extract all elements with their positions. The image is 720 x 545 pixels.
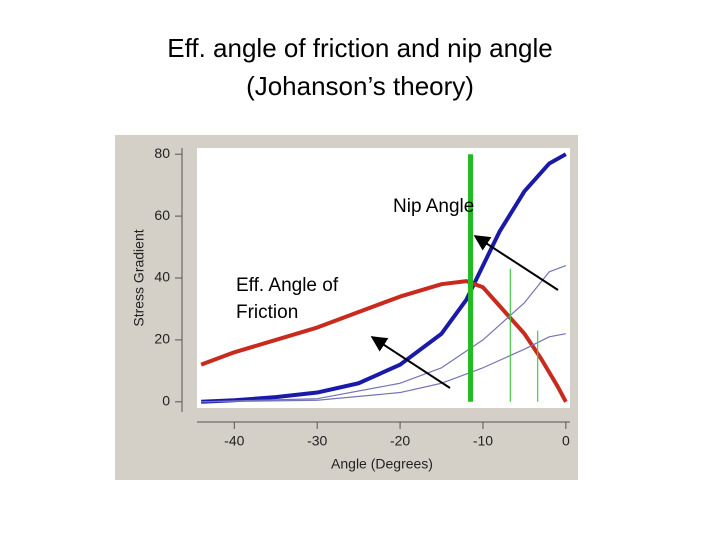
series-line — [201, 333, 566, 403]
annotation: Nip Angle — [393, 196, 474, 217]
title-line: (Johanson’s theory) — [246, 71, 474, 101]
y-tick-label: 60 — [154, 207, 170, 223]
x-axis-label: Angle (Degrees) — [331, 456, 433, 472]
y-tick-label: 40 — [154, 269, 170, 285]
series-line — [201, 265, 567, 403]
annotation: Friction — [236, 302, 298, 323]
plot-area — [197, 148, 570, 408]
series-line — [201, 152, 567, 404]
x-tick-label: 0 — [562, 433, 570, 449]
x-tick-label: -10 — [473, 433, 493, 449]
x-tick-label: -30 — [307, 433, 327, 449]
annotation: Eff. Angle of — [236, 275, 339, 296]
x-tick-label: -20 — [390, 433, 410, 449]
arrow — [370, 336, 451, 389]
y-tick-label: 0 — [162, 393, 170, 409]
title-line: Eff. angle of friction and nip angle — [167, 33, 552, 63]
x-tick-label: -40 — [224, 433, 244, 449]
y-tick-label: 20 — [154, 331, 170, 347]
y-axis-label: Stress Gradient — [131, 229, 147, 326]
arrow — [473, 235, 559, 291]
y-tick-label: 80 — [154, 145, 170, 161]
